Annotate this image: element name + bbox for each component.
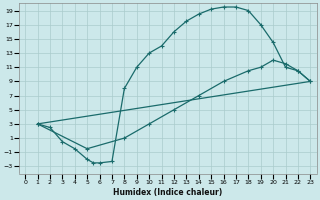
X-axis label: Humidex (Indice chaleur): Humidex (Indice chaleur) — [113, 188, 222, 197]
